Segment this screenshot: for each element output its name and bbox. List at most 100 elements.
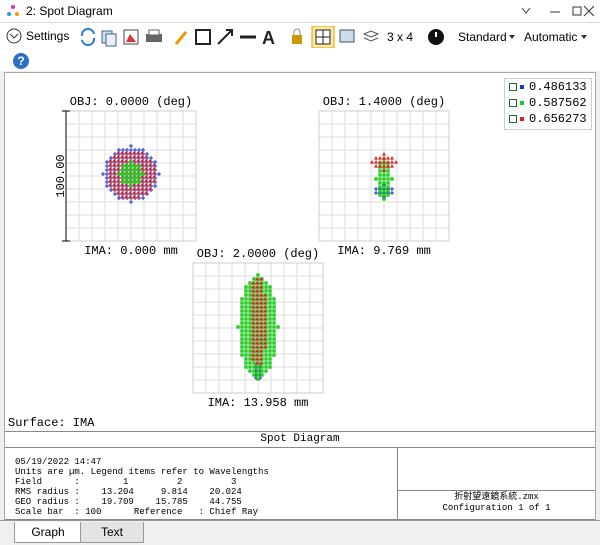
spot-dot [244,329,248,333]
spot-dot [148,175,152,179]
help-button[interactable]: ? [12,52,30,70]
spot-dot [121,180,125,184]
spot-dot [374,177,378,181]
spot-dot [244,365,248,369]
spot-dot [129,168,133,172]
spot-dot [268,353,272,357]
spot-dot [108,179,112,183]
spot-dot [129,172,133,176]
spot-dot [112,171,116,175]
spot-dot [263,301,267,305]
spot-dot [244,341,248,345]
spot-dot [259,337,263,341]
spot-dot [116,159,120,163]
spot-dot [132,183,136,187]
spot-dot [259,277,263,281]
spot-dot [272,333,276,337]
spot-dot [386,177,390,181]
spot-dot [137,176,141,180]
spot-dot [140,151,144,155]
text-tab[interactable]: Text [80,522,144,543]
spot-dot [390,177,394,181]
spot-dot [251,305,255,309]
spot-dot [108,183,112,187]
spot-dot [124,155,128,159]
spot-dot [248,317,252,321]
spot-dot [255,333,259,337]
plot-frame [192,262,324,394]
graph-tab[interactable]: Graph [14,522,82,543]
spot-dot [264,369,268,373]
spot-dot [268,325,272,329]
spot-dot [378,164,382,168]
spot-dot [251,357,255,361]
spot-dot [244,297,248,301]
spot-dot [140,183,144,187]
spot-dot [259,321,263,325]
spot-dot [140,175,144,179]
layout-button[interactable]: 3 x 4 [387,30,414,44]
spot-dot [255,317,259,321]
spot-dot [244,337,248,341]
legend-swatch [509,99,524,107]
spot-dot [251,289,255,293]
spot-dot [136,155,140,159]
spot-dot [378,193,382,197]
spot-dot [136,183,140,187]
spot-dot [244,353,248,357]
spot-dot [137,172,141,176]
spot-dot [117,172,121,176]
spot-dot [268,301,272,305]
configuration: Configuration 1 of 1 [442,503,551,513]
spot-dot [255,321,259,325]
spot-dot [129,144,133,148]
spot-dot [263,297,267,301]
spot-dot [263,293,267,297]
spot-dot [125,148,129,152]
spot-dot [144,183,148,187]
info-line: RMS radius : 13.204 9.814 20.024 [15,487,242,497]
spot-dot [259,297,263,301]
spot-dot [132,191,136,195]
spot-dot [255,309,259,313]
spot-dot [251,285,255,289]
spot-dot [136,151,140,155]
settings-button[interactable]: Settings [26,29,70,43]
spot-dot [251,345,255,349]
spot-dot [148,163,152,167]
spot-dot [272,325,276,329]
divider [397,448,398,519]
spot-dot [251,337,255,341]
spot-dot [116,187,120,191]
legend-marker [520,101,524,105]
spot-dot [272,317,276,321]
spot-dot [128,191,132,195]
plot-obj-label: OBJ: 2.0000 (deg) [197,247,319,261]
spot-dot [248,329,252,333]
spot-dot [268,309,272,313]
automatic-dropdown[interactable]: Automatic [524,30,578,44]
spot-dot [240,309,244,313]
spot-dot [272,345,276,349]
spot-dot [251,317,255,321]
spot-dot [382,160,386,164]
spot-dot [263,337,267,341]
spot-dot [255,293,259,297]
spot-dot [120,191,124,195]
window-buttons[interactable] [520,4,596,18]
spot-dot [128,151,132,155]
tool-icons[interactable]: A [78,26,448,48]
spot-dot [244,305,248,309]
spot-dot [240,345,244,349]
settings-toggle[interactable] [6,28,22,44]
spot-dot [120,187,124,191]
spot-dot [108,175,112,179]
standard-dropdown[interactable]: Standard [458,30,507,44]
spot-dot [256,373,260,377]
spot-dot [255,281,259,285]
spot-dot [112,167,116,171]
spot-dot [386,193,390,197]
spot-dot [132,159,136,163]
spot-dot [256,369,260,373]
spot-dot [255,313,259,317]
